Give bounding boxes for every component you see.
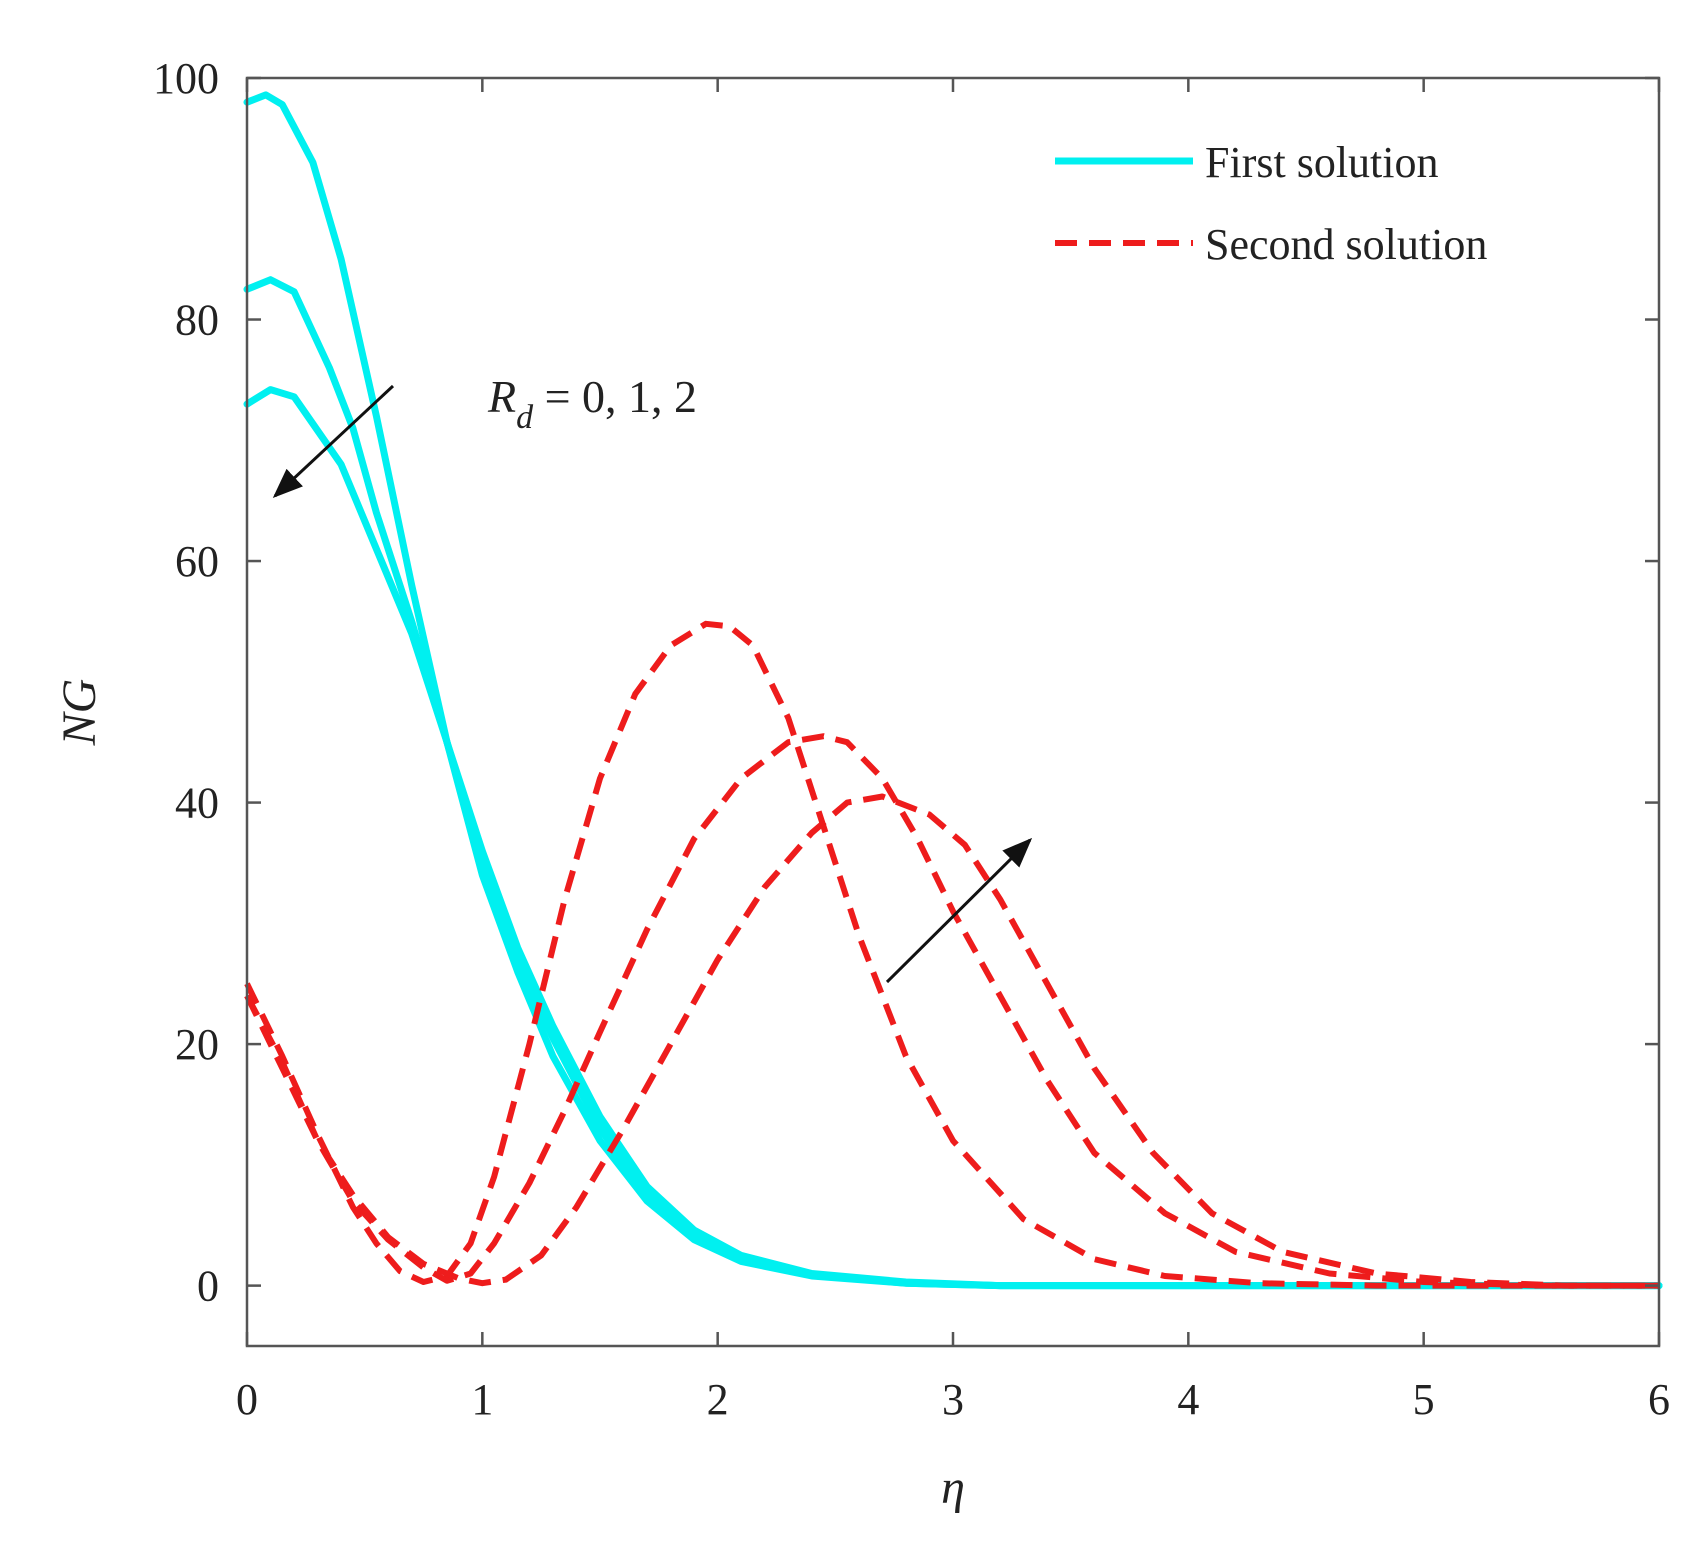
y-tick-label: 100 (153, 54, 219, 103)
first-solution-line-2 (243, 386, 1663, 1290)
rd-annotation: Rd = 0, 1, 2 (487, 371, 697, 436)
second-solution-line-1 (244, 733, 1659, 1289)
legend-label-first: First solution (1205, 138, 1439, 187)
x-tick-label: 0 (236, 1375, 258, 1424)
y-axis-title: NG (53, 679, 106, 747)
rd-subscript: d (516, 399, 534, 436)
x-tick-label: 5 (1413, 1375, 1435, 1424)
second-solution-line-2 (244, 793, 1659, 1289)
second-solution-line-0 (244, 620, 1659, 1289)
legend: First solution Second solution (1055, 138, 1487, 269)
y-tick-label: 40 (175, 779, 219, 828)
x-axis-title: η (941, 1461, 965, 1514)
y-tick-label: 0 (197, 1262, 219, 1311)
first-solution-line-0 (243, 91, 1663, 1290)
y-tick-label: 80 (175, 296, 219, 345)
y-tick-label: 60 (175, 537, 219, 586)
rd-symbol: R (487, 371, 516, 422)
rd-annotation-text: Rd = 0, 1, 2 (487, 371, 697, 436)
series-layer (243, 91, 1663, 1290)
x-tick-label: 3 (942, 1375, 964, 1424)
rd-values: = 0, 1, 2 (533, 371, 697, 422)
arrow-first-solution (272, 384, 395, 499)
x-tick-label: 4 (1177, 1375, 1199, 1424)
y-tick-label: 20 (175, 1020, 219, 1069)
legend-label-second: Second solution (1205, 220, 1487, 269)
x-tick-label: 1 (471, 1375, 493, 1424)
arrow-second-solution (885, 837, 1033, 984)
x-tick-label: 2 (707, 1375, 729, 1424)
x-tick-label: 6 (1648, 1375, 1670, 1424)
